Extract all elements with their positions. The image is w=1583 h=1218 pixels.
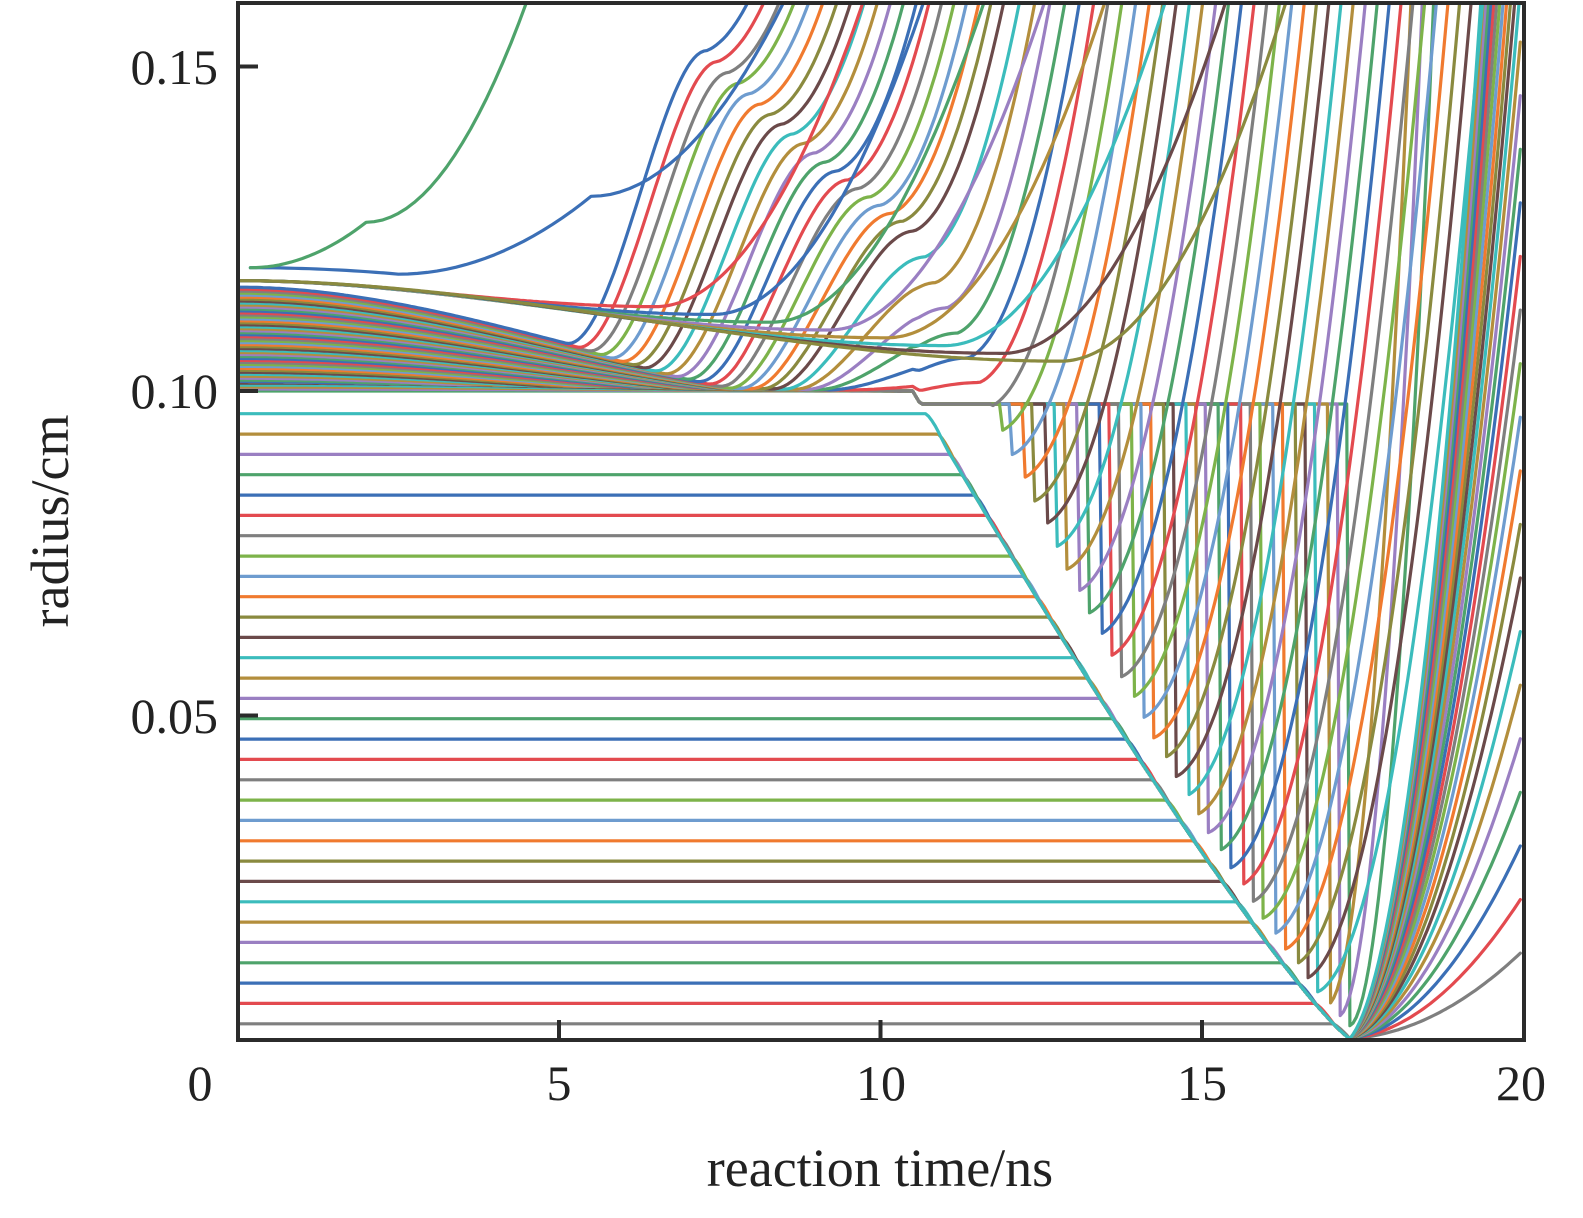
tick-layer bbox=[238, 64, 1204, 1040]
series-line-outer-0 bbox=[248, 3, 528, 270]
series-line-mid-2 bbox=[238, 3, 1413, 1005]
series-line-mid-59 bbox=[238, 3, 750, 346]
y-tick-label-0.15: 0.15 bbox=[131, 39, 219, 95]
series-line-fan-2 bbox=[238, 3, 986, 324]
series-line-fan-3 bbox=[238, 3, 1046, 332]
series-line-mid-55 bbox=[238, 3, 811, 360]
x-axis-title: reaction time/ns bbox=[707, 1138, 1053, 1198]
y-axis-title: radius/cm bbox=[20, 415, 80, 628]
series-line-mid-56 bbox=[238, 3, 796, 357]
series-line-inner-1 bbox=[238, 898, 1522, 1040]
series-line-outer-1 bbox=[248, 3, 786, 276]
x-tick-label-0: 0 bbox=[188, 1055, 213, 1111]
series-line-fan-4 bbox=[238, 3, 1107, 340]
series-layer bbox=[238, 3, 1522, 1040]
series-line-fan-6 bbox=[238, 3, 1228, 355]
series-line-inner-30 bbox=[238, 3, 1483, 1040]
series-line-mid-54 bbox=[238, 3, 825, 364]
x-tick-label-15: 15 bbox=[1177, 1055, 1227, 1111]
x-tick-label-5: 5 bbox=[547, 1055, 572, 1111]
series-line-mid-57 bbox=[238, 3, 781, 353]
y-tick-label-0.05: 0.05 bbox=[131, 688, 219, 744]
y-tick-label-0.10: 0.10 bbox=[131, 363, 219, 419]
x-tick-label-10: 10 bbox=[856, 1055, 906, 1111]
x-tick-label-20: 20 bbox=[1496, 1055, 1546, 1111]
series-line-fan-7 bbox=[238, 3, 1288, 363]
series-line-fan-1 bbox=[238, 3, 925, 316]
